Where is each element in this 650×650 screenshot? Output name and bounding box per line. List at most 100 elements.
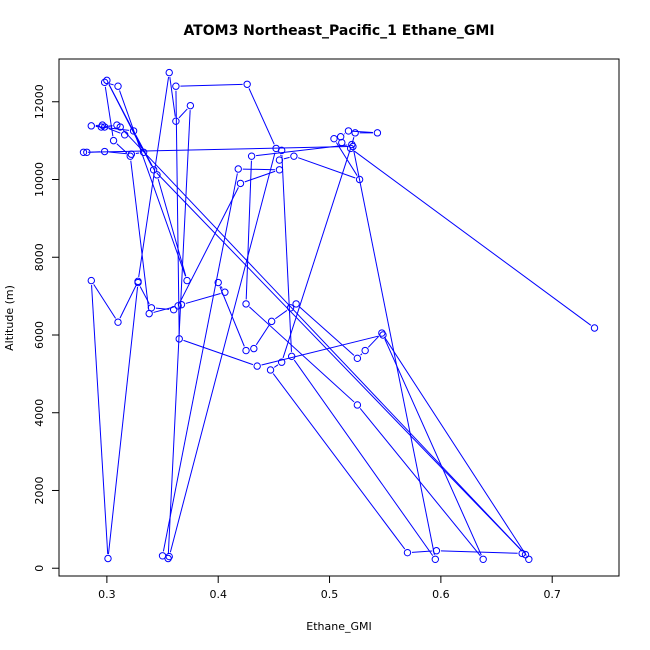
data-point [120, 131, 129, 139]
data-point [287, 352, 296, 361]
data-point [134, 278, 142, 287]
data-point [87, 122, 95, 130]
series-segment [93, 284, 116, 319]
data-point [266, 366, 275, 374]
data-point [361, 346, 369, 355]
data-point [234, 165, 242, 173]
data-point [247, 152, 256, 160]
series-segment [299, 306, 355, 356]
series-segment [354, 150, 592, 326]
data-point [432, 547, 441, 555]
y-tick-label: 12000 [33, 84, 46, 119]
data-point [165, 552, 173, 561]
x-tick-label: 0.5 [321, 588, 339, 601]
series-segment [367, 335, 380, 348]
data-point [172, 117, 180, 125]
series-segment [352, 130, 373, 134]
chart-title: ATOM3 Northeast_Pacific_1 Ethane_GMI [183, 23, 494, 39]
data-point [286, 304, 295, 312]
data-point [243, 80, 251, 88]
data-point [403, 548, 412, 557]
series-segment [440, 550, 518, 554]
data-point [349, 142, 357, 151]
data-point [186, 101, 195, 110]
series-segment [220, 285, 223, 289]
y-tick-label: 10000 [33, 162, 46, 197]
series-segment [169, 76, 176, 117]
x-tick-label: 0.3 [98, 588, 116, 601]
series-segment [107, 286, 139, 555]
data-point [275, 156, 284, 164]
series-segment [135, 134, 156, 172]
series-segment [297, 157, 356, 179]
y-axis-label: Altitude (m) [3, 285, 16, 351]
data-point [479, 555, 487, 563]
series-segment [116, 143, 128, 154]
series-segment [156, 172, 523, 552]
data-point [277, 358, 286, 366]
data-point [275, 166, 284, 174]
data-point [379, 331, 387, 339]
series-segment [383, 336, 527, 556]
data-point [518, 549, 526, 558]
data-point [346, 144, 355, 153]
series-segment [138, 76, 170, 277]
data-point [344, 127, 353, 135]
data-point [129, 127, 138, 135]
data-point [183, 276, 191, 285]
y-tick-label: 8000 [33, 243, 46, 271]
data-point [175, 335, 183, 343]
x-tick-label: 0.7 [543, 588, 561, 601]
data-point [113, 121, 121, 129]
data-point [104, 554, 112, 563]
data-point [290, 152, 298, 160]
series-segment [157, 179, 187, 277]
series-segment [256, 144, 348, 157]
data-point [83, 148, 91, 156]
series-segment [183, 339, 254, 366]
series-segment [245, 160, 252, 300]
data-point [250, 344, 258, 353]
data-point [164, 554, 172, 563]
data-point [100, 147, 109, 156]
data-point [139, 148, 148, 156]
data-point [177, 300, 186, 309]
data-point [172, 82, 180, 90]
x-tick-label: 0.6 [432, 588, 450, 601]
series-segment [130, 160, 150, 310]
y-tick-label: 2000 [33, 476, 46, 504]
series-segment [261, 335, 379, 366]
data-point [242, 346, 250, 355]
data-point [253, 362, 261, 370]
data-point [79, 148, 88, 156]
series-segment [353, 150, 435, 555]
data-point [174, 302, 182, 310]
data-point [590, 324, 599, 332]
series-segment [153, 306, 174, 313]
data-point [127, 150, 136, 158]
data-point [272, 144, 280, 153]
series-segment [108, 83, 114, 86]
data-point [330, 134, 338, 143]
series-segment [293, 359, 434, 556]
series-segment [122, 129, 523, 552]
x-axis: 0.3 0.4 0.5 0.6 0.7 [98, 575, 561, 601]
series-segment [281, 154, 292, 352]
data-point [236, 179, 245, 188]
series-segment [255, 324, 270, 346]
data-point [126, 152, 134, 160]
y-tick-label: 6000 [33, 321, 46, 349]
series-segment [275, 310, 288, 320]
y-tick-label: 4000 [33, 399, 46, 427]
data-point [267, 317, 276, 326]
data-point [149, 166, 158, 174]
x-tick-label: 0.4 [209, 588, 227, 601]
series-segment [180, 83, 243, 87]
series-segment [104, 86, 114, 137]
data-point [98, 121, 107, 129]
data-point [373, 129, 382, 137]
series-segment [248, 88, 275, 145]
data-point [353, 401, 362, 409]
series-segment [119, 285, 137, 319]
